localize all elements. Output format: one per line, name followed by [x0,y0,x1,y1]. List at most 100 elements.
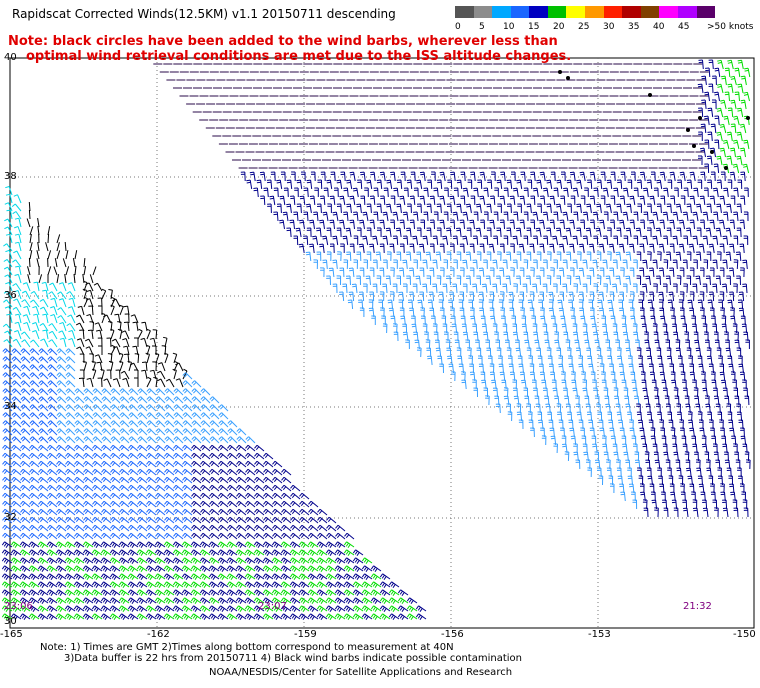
wind-barb-flag [576,205,581,208]
wind-barb [486,187,489,198]
wind-barb-flag [491,381,496,384]
wind-barb-flag [570,435,575,437]
wind-barb-flag [409,195,414,197]
wind-barb [414,171,416,182]
wind-barb-flag [739,123,744,126]
wind-barb [475,283,478,294]
wind-barb [719,204,722,214]
wind-barb [655,236,659,246]
wind-barb [590,355,593,366]
wind-barb-flag [649,219,654,222]
wind-barb-flag [420,173,425,176]
wind-barb-flag [692,211,697,214]
wind-barb [574,379,577,390]
wind-barb [362,244,365,254]
wind-barb [353,172,356,182]
wind-barb [563,219,565,230]
wind-barb-flag [332,259,337,261]
wind-barb [626,452,629,462]
wind-barb [365,212,369,222]
wind-barb [652,267,655,278]
wind-barb [333,196,336,206]
wind-barb [696,188,699,198]
wind-barb-flag [702,445,707,448]
wind-barb [377,187,379,198]
wind-barb-flag [562,237,567,240]
wind-barb [663,172,666,182]
wind-barb [543,371,546,382]
wind-barb [690,203,692,214]
wind-barb [578,276,581,286]
wind-barb-flag [419,245,424,248]
wind-barb-flag [679,221,684,224]
wind-barb-flag [607,301,612,304]
wind-barb [576,452,579,462]
wind-barb [416,331,419,342]
wind-barb [516,387,518,398]
wind-barb-flag [729,429,734,432]
wind-barb [643,172,646,182]
wind-barb [648,276,651,286]
wind-barb-flag [743,93,749,96]
wind-barb [704,76,707,86]
wind-barb [279,180,283,190]
wind-barb [556,211,559,222]
wind-barb-flag [598,307,604,309]
wind-barb [573,172,576,182]
wind-barb [697,395,700,406]
wind-barb-flag [589,243,594,246]
wind-barb [747,68,751,78]
wind-barb [256,187,259,198]
wind-barb [379,251,382,262]
wind-barb [373,219,375,230]
wind-barb-flag [689,171,694,174]
wind-barb-flag [282,211,287,214]
wind-barb [396,188,399,198]
wind-barb [263,195,266,206]
wind-barb [589,403,591,414]
wind-barb [495,259,498,270]
wind-barb-flag [326,181,331,184]
wind-barb [479,204,482,214]
wind-barb-flag [620,373,625,376]
wind-barb [286,212,289,222]
wind-barb [582,268,585,278]
wind-barb-flag [552,235,557,238]
wind-barb-flag [727,83,732,86]
wind-barb-flag [332,235,337,238]
wind-barb [565,283,568,294]
wind-barb-flag [721,381,726,384]
wind-barb [553,371,556,382]
wind-barb [744,76,747,86]
wind-barb-flag [369,219,374,221]
wind-barb-flag [279,219,284,222]
wind-barb [565,323,568,334]
wind-barb [509,227,512,238]
wind-barb-flag [462,213,467,216]
wind-barb [547,395,550,406]
wind-barb [741,299,744,310]
wind-barb [405,260,408,270]
wind-barb-flag [715,227,720,230]
wind-barb [557,340,560,350]
wind-barb-flag [319,245,324,248]
wind-barb [602,244,605,254]
wind-barb [645,236,649,246]
wind-barb [623,427,625,438]
wind-barb [442,196,446,206]
wind-barb [707,116,710,126]
wind-barb [342,220,345,230]
wind-barb [391,299,394,310]
wind-barb [619,204,622,214]
wind-barb-flag [403,333,408,336]
wind-barb [695,443,698,454]
wind-barb [716,259,718,270]
wind-barb-flag [639,171,644,174]
wind-barb [360,179,363,190]
wind-barb [464,379,467,390]
wind-barb-flag [346,181,351,184]
wind-barb [519,348,522,358]
wind-barb [602,291,605,302]
wind-barb [496,387,498,398]
